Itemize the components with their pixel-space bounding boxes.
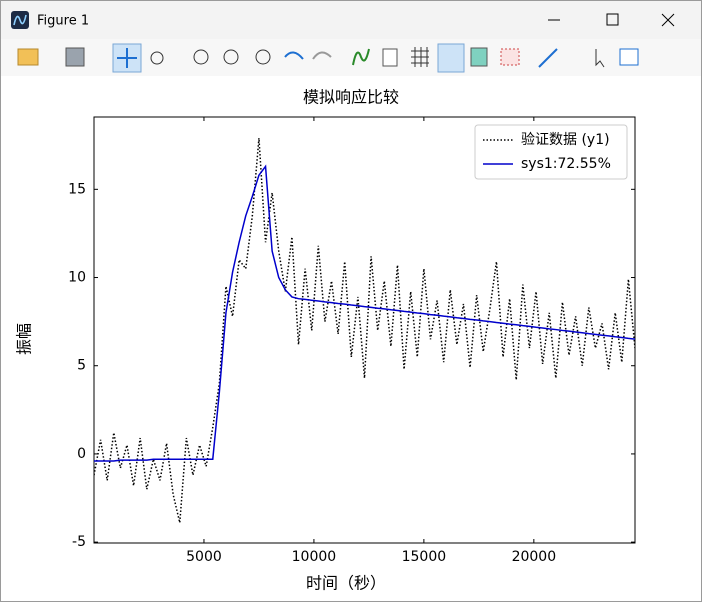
y-tick-label: 0 <box>77 446 86 462</box>
forward-button[interactable] <box>312 51 332 60</box>
series-line <box>94 164 635 462</box>
zoom-rect-button[interactable] <box>150 51 164 65</box>
y-tick-label: 5 <box>77 358 86 374</box>
legend-button[interactable] <box>437 43 465 73</box>
line-button[interactable] <box>538 48 558 68</box>
title-bar <box>1 1 701 39</box>
grid-button[interactable] <box>411 47 429 67</box>
legend-label: sys1:72.55% <box>521 156 611 172</box>
zoom-out-button[interactable] <box>223 49 239 65</box>
legend-box <box>474 124 628 180</box>
pan-glyph <box>117 48 137 68</box>
axes-button[interactable] <box>382 48 398 67</box>
x-tick-label: 10000 <box>292 549 337 565</box>
legend-label: 验证数据 (y1) <box>521 132 610 148</box>
select-button[interactable] <box>595 49 605 68</box>
close-button[interactable] <box>661 13 675 27</box>
curves-button[interactable] <box>352 48 370 66</box>
x-tick-label: 15000 <box>402 549 447 565</box>
x-tick-label: 5000 <box>186 549 222 565</box>
colormap-button[interactable] <box>470 47 488 67</box>
open-button[interactable] <box>17 48 39 66</box>
x-axis-label: 时间（秒） <box>306 574 386 593</box>
y-tick-label: 10 <box>68 270 86 286</box>
plot-frame <box>93 116 636 544</box>
chart-title: 模拟响应比较 <box>303 88 399 107</box>
app-icon-glyph <box>13 14 27 26</box>
layout-button[interactable] <box>500 48 520 66</box>
y-axis-label: 振幅 <box>15 323 34 355</box>
properties-button[interactable] <box>619 48 639 66</box>
series-line <box>94 138 635 523</box>
y-tick-label: -5 <box>72 534 86 550</box>
zoom-fit-button[interactable] <box>255 49 271 65</box>
maximize-button[interactable] <box>606 13 619 26</box>
save-button[interactable] <box>65 47 85 67</box>
back-button[interactable] <box>284 51 304 60</box>
y-tick-label: 15 <box>68 181 86 197</box>
plot-area: 5000 10000 15000 20000 -5 0 5 10 15 验证数据 (y1) sys1… <box>68 116 636 565</box>
window-title: Figure 1 <box>37 14 89 29</box>
zoom-in-button[interactable] <box>193 49 209 65</box>
x-tick-label: 20000 <box>512 549 557 565</box>
